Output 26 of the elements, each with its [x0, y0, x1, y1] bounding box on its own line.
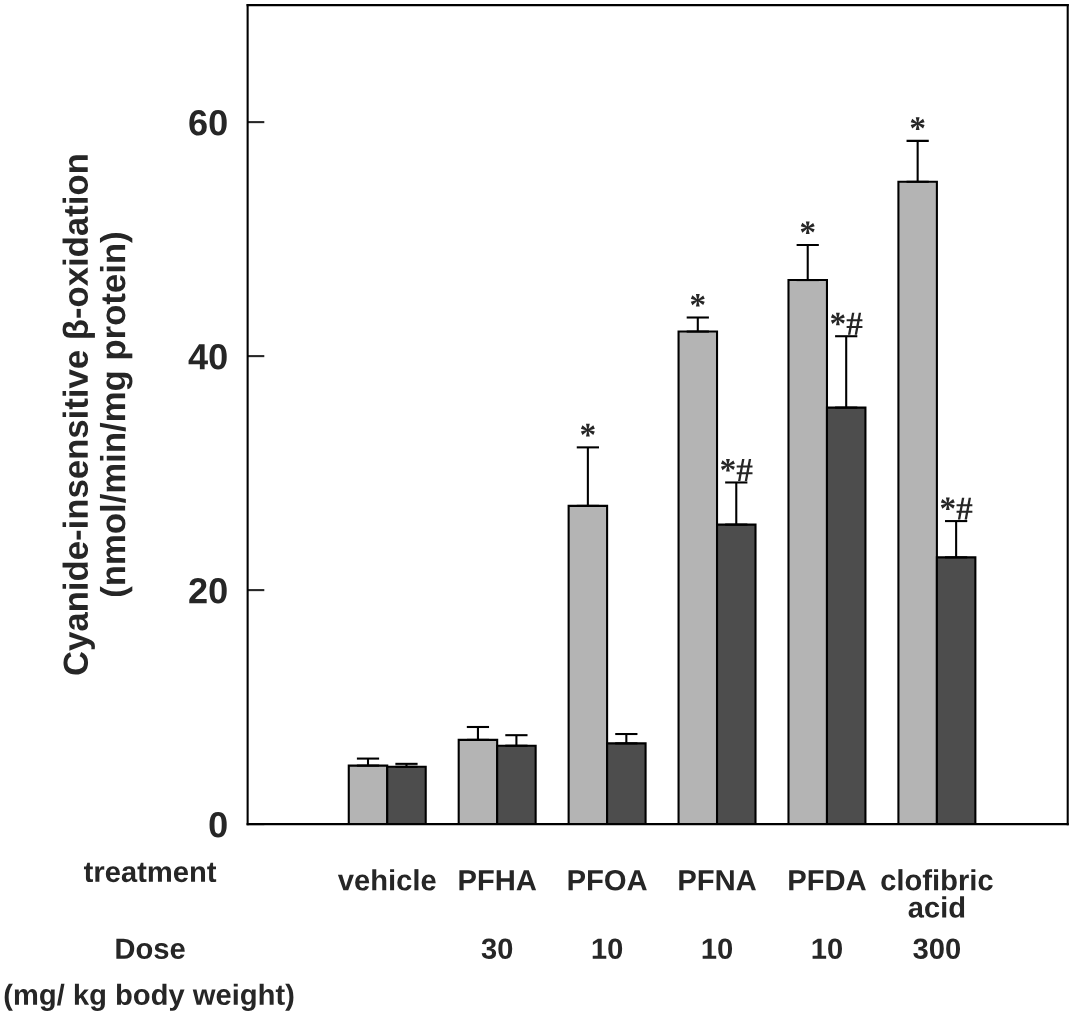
text: 10: [812, 938, 842, 960]
data-label: *#: [940, 497, 973, 520]
y-tick-label: 0: [209, 811, 227, 838]
text: treatment: [83, 862, 217, 883]
y-tick-label: 60: [189, 109, 227, 136]
data-label: *#: [830, 312, 863, 335]
x-tick-label: clofibric acid: [881, 869, 993, 918]
x-tick-label: PFHA: [459, 870, 537, 891]
data-label: *: [800, 221, 815, 234]
x-tick-label: PFOA: [568, 869, 647, 891]
text: Dose: [116, 938, 185, 960]
text: (mg/ kg body weight): [4, 983, 294, 1011]
text: 300: [913, 938, 961, 960]
y-tick-label: 20: [189, 577, 227, 604]
y-axis-title: Cyanide-insensitive β-oxidation (nmol/min/mg protein): [62, 155, 133, 675]
x-tick-label: PFNA: [679, 870, 756, 891]
text: 10: [702, 938, 733, 960]
text: 10: [592, 938, 623, 960]
x-tick-label: vehicle: [337, 869, 436, 891]
data-label: *: [580, 423, 595, 437]
data-label: *: [690, 293, 705, 307]
text: 30: [481, 938, 513, 960]
data-label: *#: [720, 458, 753, 481]
y-tick-label: 40: [188, 343, 227, 370]
x-tick-label: PFDA: [789, 870, 866, 891]
data-label: *: [910, 117, 925, 130]
